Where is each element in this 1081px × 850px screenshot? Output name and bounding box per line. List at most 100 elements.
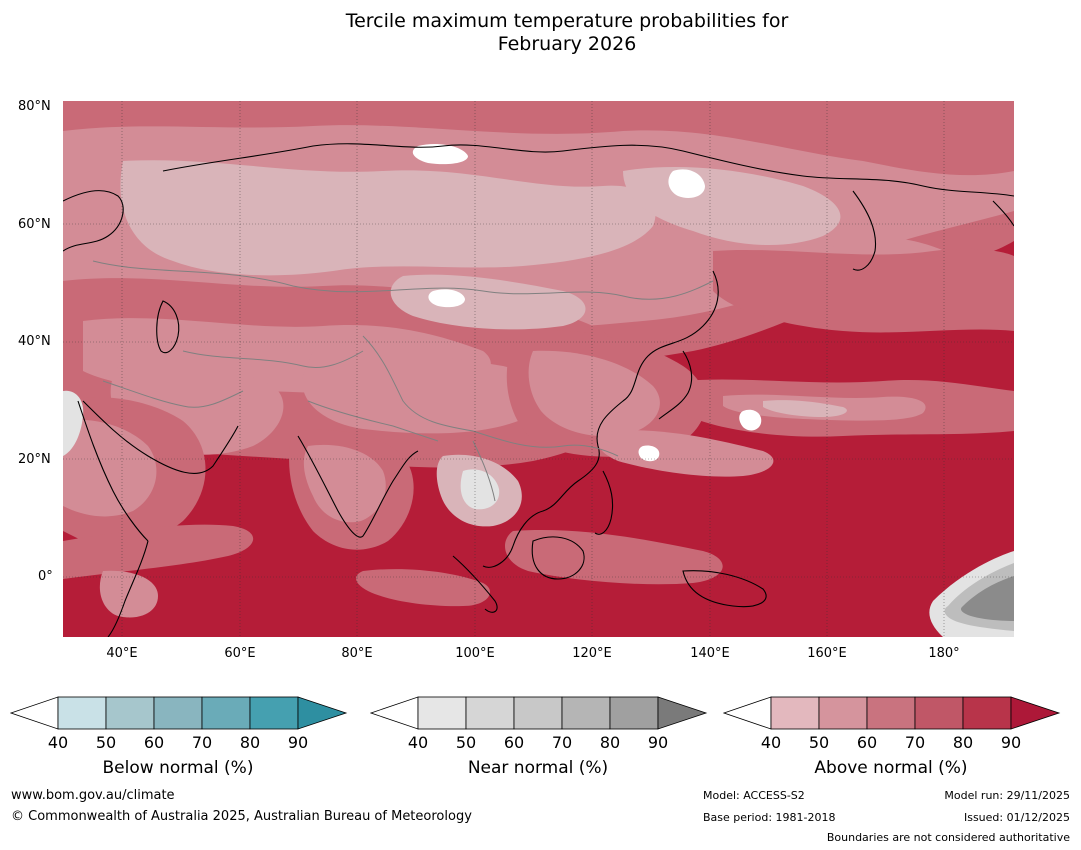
near-swatch-70-80 <box>561 696 611 730</box>
coastline-new-guinea <box>682 570 767 608</box>
coastline-india <box>297 435 419 538</box>
above-tick: 40 <box>760 733 782 752</box>
region-india-60 <box>303 444 386 523</box>
above-swatch-60-70 <box>866 696 916 730</box>
region-central-siberia-white <box>412 144 468 165</box>
coastline-red-sea <box>77 400 149 542</box>
above-swatch-70-80 <box>914 696 964 730</box>
lon-label-80e: 80°E <box>341 646 373 661</box>
coastline-sumatra <box>452 555 498 613</box>
region-tibet-60 <box>302 349 541 434</box>
above-tick: 70 <box>904 733 926 752</box>
near-tick: 60 <box>503 733 525 752</box>
region-russia-50 <box>120 160 656 276</box>
region-red-sea-near <box>63 390 84 456</box>
title-line-2: February 2026 <box>497 33 637 55</box>
below-tick: 70 <box>191 733 213 752</box>
base-period-text: Base period: 1981-2018 <box>703 811 836 824</box>
lat-label-0: 0° <box>38 569 53 584</box>
region-arabia-60 <box>63 419 157 517</box>
boundary-china-south <box>472 430 619 457</box>
boundary-indochina <box>472 440 496 502</box>
colorbar-near-label: Near normal (%) <box>467 758 609 778</box>
coastline-arabia <box>82 400 239 474</box>
above-swatch-80-90 <box>962 696 1012 730</box>
model-run-text: Model run: 29/11/2025 <box>944 789 1070 802</box>
below-swatch-40-50 <box>57 696 107 730</box>
region-pacific-streak-50 <box>763 400 847 417</box>
lat-label-40n: 40°N <box>18 334 51 349</box>
disclaimer-text: Boundaries are not considered authoritat… <box>826 831 1070 844</box>
coastline-alaska <box>992 200 1014 227</box>
boundary-india-north <box>307 400 439 442</box>
lat-label-20n: 20°N <box>18 452 51 467</box>
below-swatch-under <box>10 696 59 730</box>
region-pacific-white-1 <box>739 409 762 431</box>
above-tick: 90 <box>1000 733 1022 752</box>
below-swatch-over <box>297 696 348 730</box>
website-link[interactable]: www.bom.gov.au/climate <box>11 788 175 803</box>
boundary-central-asia <box>182 350 364 369</box>
copyright-text: © Commonwealth of Australia 2025, Austra… <box>11 809 472 824</box>
above-tick: 60 <box>856 733 878 752</box>
colorbar-near-normal <box>370 696 708 730</box>
colorbar-above-label: Above normal (%) <box>814 758 968 778</box>
boundary-russia-south <box>92 260 714 300</box>
above-swatch-under <box>723 696 772 730</box>
near-swatch-under <box>370 696 419 730</box>
region-pacific-white-2 <box>638 445 660 462</box>
coastline-kamchatka <box>852 190 877 271</box>
below-swatch-50-60 <box>105 696 155 730</box>
lon-label-180: 180° <box>928 646 960 661</box>
below-tick: 40 <box>47 733 69 752</box>
colorbar-above-normal <box>723 696 1061 730</box>
region-east-africa-60 <box>99 570 158 618</box>
region-pacific-north-70 <box>713 248 1014 333</box>
below-tick: 90 <box>287 733 309 752</box>
probability-map <box>63 101 1014 637</box>
below-swatch-60-70 <box>153 696 203 730</box>
lon-label-120e: 120°E <box>572 646 612 661</box>
coastline-arctic <box>162 143 1014 197</box>
region-pacific-near-high <box>960 576 1014 621</box>
region-yakutia-white <box>668 169 705 198</box>
above-swatch-50-60 <box>818 696 868 730</box>
near-tick: 80 <box>599 733 621 752</box>
coastline-scandinavia <box>63 190 124 252</box>
near-swatch-60-70 <box>513 696 563 730</box>
below-swatch-70-80 <box>201 696 251 730</box>
near-tick: 90 <box>647 733 669 752</box>
near-swatch-50-60 <box>465 696 515 730</box>
coastline-philippines <box>594 470 614 535</box>
above-swatch-40-50 <box>770 696 820 730</box>
below-swatch-80-90 <box>249 696 299 730</box>
chart-title: Tercile maximum temperature probabilitie… <box>0 10 1081 56</box>
near-swatch-40-50 <box>417 696 467 730</box>
lon-label-140e: 140°E <box>690 646 730 661</box>
model-text: Model: ACCESS-S2 <box>703 789 805 802</box>
near-tick: 50 <box>455 733 477 752</box>
region-sumatra-70 <box>356 569 491 607</box>
coastline-japan <box>658 350 693 420</box>
issued-text: Issued: 01/12/2025 <box>963 811 1070 824</box>
near-tick: 70 <box>551 733 573 752</box>
lon-label-100e: 100°E <box>455 646 495 661</box>
colorbar-below-label: Below normal (%) <box>102 758 254 778</box>
lon-label-160e: 160°E <box>807 646 847 661</box>
below-tick: 60 <box>143 733 165 752</box>
above-swatch-over <box>1010 696 1061 730</box>
coastline-caspian <box>156 300 180 354</box>
coastline-borneo <box>531 536 585 580</box>
colorbar-below-normal <box>10 696 348 730</box>
boundary-china-west <box>362 335 474 432</box>
below-tick: 50 <box>95 733 117 752</box>
lon-label-40e: 40°E <box>106 646 138 661</box>
above-tick: 80 <box>952 733 974 752</box>
boundary-middle-east <box>102 380 244 408</box>
lat-label-60n: 60°N <box>18 217 51 232</box>
region-china-60 <box>528 350 660 437</box>
graticule <box>63 101 1014 637</box>
region-pacific-mid-60 <box>597 430 774 477</box>
region-indian-ocean-70 <box>63 524 254 579</box>
coastline-east-africa <box>107 540 149 637</box>
